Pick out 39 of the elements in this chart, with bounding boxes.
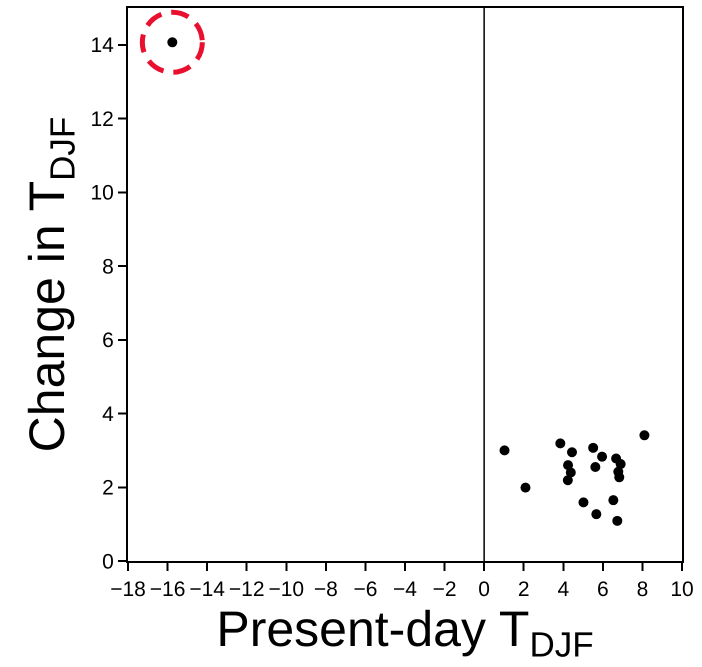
point — [566, 468, 576, 478]
x-tick-label: −18 — [110, 578, 146, 602]
x-tick-label: −14 — [189, 578, 226, 602]
point — [520, 482, 530, 493]
point — [590, 462, 600, 472]
point — [639, 430, 650, 440]
x-tick-label: 6 — [597, 578, 609, 602]
x-tick-label: 8 — [636, 578, 648, 602]
x-tick-label: 10 — [670, 578, 694, 602]
x-tick-label: −6 — [353, 578, 378, 602]
x-tick-label: 0 — [478, 578, 490, 602]
point — [562, 475, 573, 486]
y-tick-label: 14 — [90, 34, 114, 58]
point — [614, 472, 624, 482]
x-tick-label: −10 — [268, 578, 304, 602]
y-tick-label: 6 — [102, 329, 114, 352]
point — [612, 516, 622, 526]
point — [588, 442, 598, 453]
point — [578, 497, 588, 508]
x-tick-label: 2 — [518, 578, 530, 602]
y-tick-label: 4 — [102, 402, 114, 426]
y-tick-label: 8 — [102, 255, 114, 278]
x-tick-label: −8 — [314, 578, 338, 602]
point — [591, 509, 602, 520]
y-tick-label: 12 — [90, 108, 114, 131]
x-tick-label: −12 — [228, 578, 265, 602]
x-tick-label: 4 — [557, 578, 570, 602]
point — [597, 452, 608, 462]
y-tick-label: 10 — [90, 182, 114, 205]
y-tick-label: 2 — [102, 476, 114, 500]
x-tick-label: −4 — [393, 578, 418, 602]
y-tick-label: 0 — [102, 550, 114, 574]
point — [608, 495, 618, 506]
x-tick-label: −2 — [432, 578, 457, 602]
x-tick-label: −16 — [150, 578, 186, 602]
point — [566, 447, 577, 458]
point — [555, 438, 566, 448]
x-axis-title: Present-day T$_{DJF}$ — [216, 601, 594, 665]
point — [500, 445, 510, 456]
